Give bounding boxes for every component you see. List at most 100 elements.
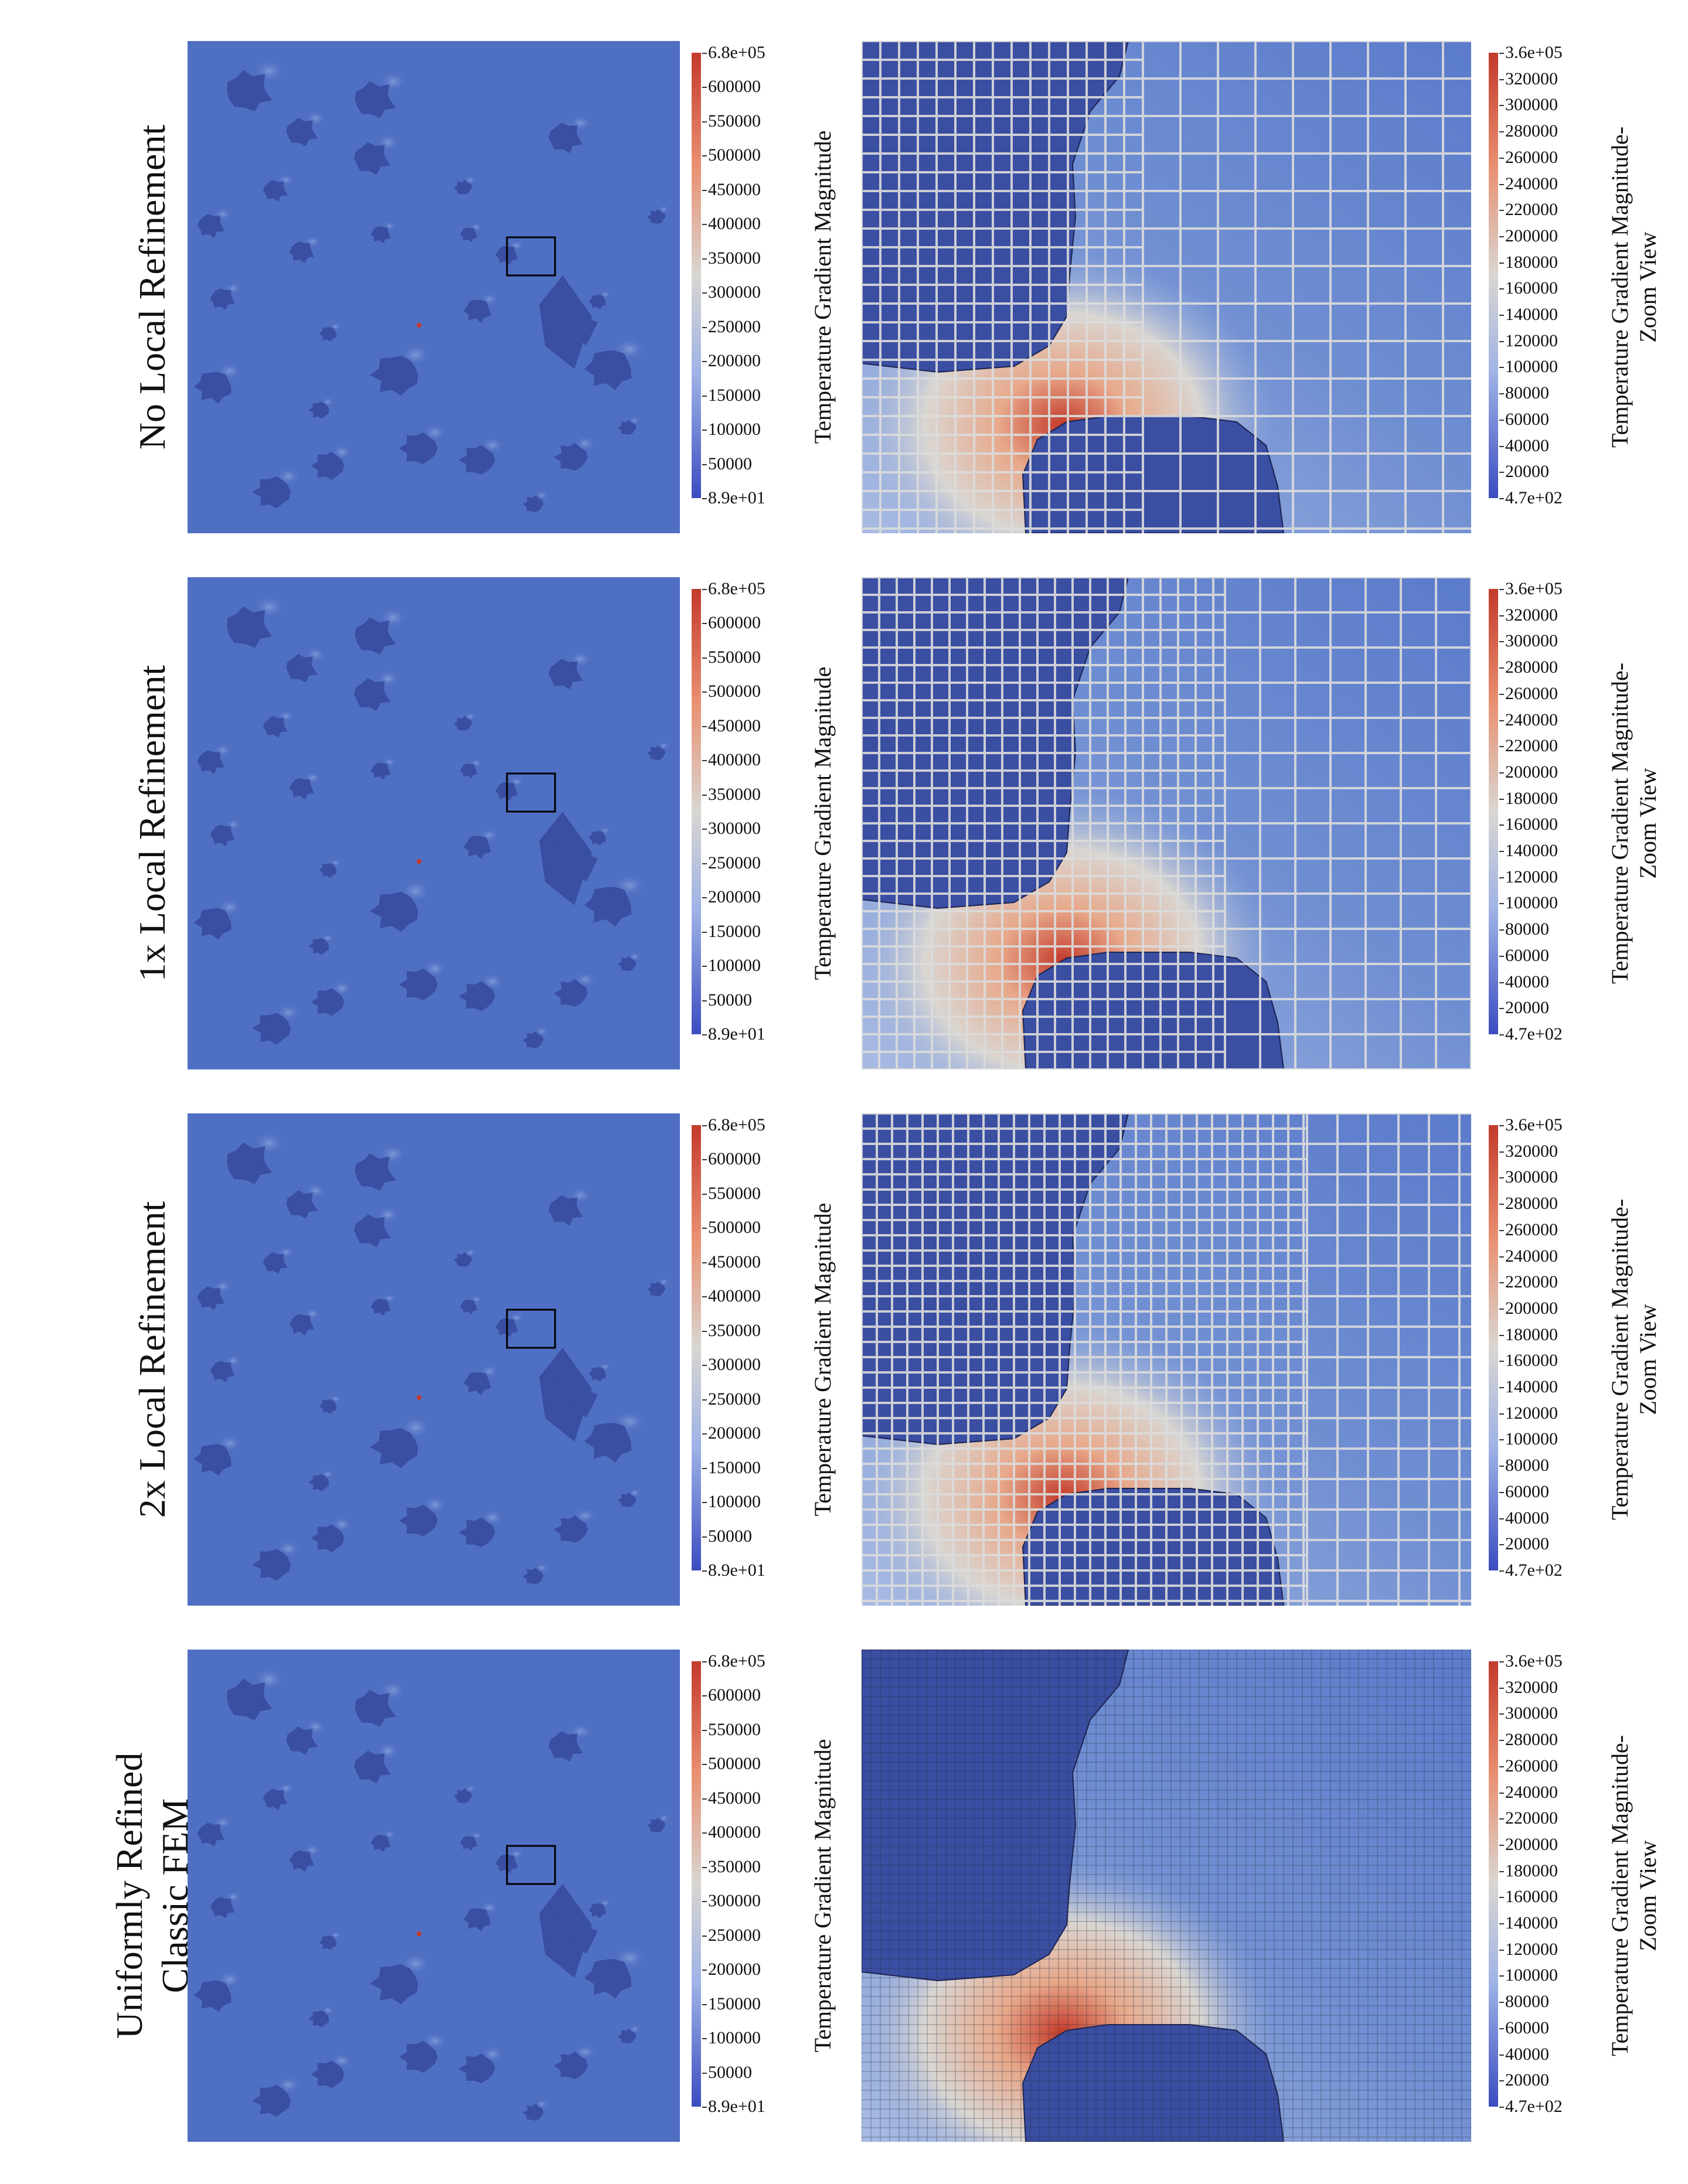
colorbar-tick-label: 80000 — [1499, 383, 1549, 403]
overview-colorbar — [692, 1661, 701, 2107]
colorbar-tick-label: 300000 — [702, 282, 761, 302]
row-label-text: 2x Local Refinement — [131, 1201, 173, 1518]
zoom-colorbar-title: Temperature Gradient Magnitude- Zoom Vie… — [1607, 1735, 1661, 2057]
colorbar-tick-label: 260000 — [1499, 147, 1558, 167]
colorbar-tick-label: 220000 — [1499, 1272, 1558, 1292]
colorbar-tick-label: 60000 — [1499, 2018, 1549, 2038]
colorbar-tick-label: 60000 — [1499, 409, 1549, 429]
colorbar-tick-label: 200000 — [1499, 226, 1558, 246]
colorbar-tick-label: 260000 — [1499, 1219, 1558, 1239]
colorbar-tick-label: 240000 — [1499, 173, 1558, 193]
colorbar-tick-label: 200000 — [702, 351, 761, 371]
colorbar-tick-label: 60000 — [1499, 1481, 1549, 1501]
colorbar-tick-label: 160000 — [1499, 1351, 1558, 1371]
colorbar-tick-label: 100000 — [702, 956, 761, 976]
colorbar-tick-label: 280000 — [1499, 657, 1558, 677]
colorbar-tick-label: 400000 — [702, 750, 761, 770]
zoom-colorbar-title: Temperature Gradient Magnitude- Zoom Vie… — [1607, 662, 1661, 984]
colorbar-tick-label: 180000 — [1499, 252, 1558, 272]
colorbar-tick-label: 20000 — [1499, 1534, 1549, 1554]
colorbar-tick-label: 500000 — [702, 145, 761, 165]
colorbar-tick-label: 120000 — [1499, 331, 1558, 350]
colorbar-tick-label: 240000 — [1499, 1246, 1558, 1266]
colorbar-tick-label: 300000 — [1499, 1703, 1558, 1723]
overview-colorbar — [692, 589, 701, 1034]
colorbar-tick-label: 200000 — [702, 887, 761, 907]
colorbar-tick-label: 550000 — [702, 647, 761, 667]
colorbar-tick-label: 240000 — [1499, 1782, 1558, 1802]
colorbar-tick-label: 550000 — [702, 111, 761, 131]
colorbar-tick-label: 40000 — [1499, 972, 1549, 992]
colorbar-tick-label: 140000 — [1499, 841, 1558, 861]
colorbar-tick-label: 550000 — [702, 1183, 761, 1203]
zoom-field-plot — [862, 1650, 1471, 2142]
colorbar-tick-label: 20000 — [1499, 462, 1549, 482]
colorbar-tick-label: 6.8e+05 — [702, 1651, 765, 1671]
colorbar-tick-label: 220000 — [1499, 200, 1558, 220]
colorbar-tick-label: 40000 — [1499, 1508, 1549, 1528]
colorbar-tick-label: 100000 — [702, 420, 761, 439]
colorbar-tick-label: 450000 — [702, 715, 761, 735]
overview-colorbar — [692, 1125, 701, 1570]
colorbar-tick-label: 200000 — [702, 1423, 761, 1443]
colorbar-tick-label: 150000 — [702, 1994, 761, 2013]
zoom-field-plot — [862, 1113, 1471, 1606]
colorbar-tick-label: 20000 — [1499, 2070, 1549, 2090]
colorbar-tick-label: 6.8e+05 — [702, 579, 765, 598]
colorbar-tick-label: 300000 — [702, 1355, 761, 1375]
colorbar-tick-label: 350000 — [702, 248, 761, 268]
colorbar-tick-label: 100000 — [1499, 893, 1558, 913]
zoom-region-box — [506, 1309, 556, 1349]
row-label-text: Uniformly Refined Classic FEM — [108, 1752, 196, 2039]
colorbar-tick-label: 140000 — [1499, 1913, 1558, 1933]
colorbar-tick-label: 400000 — [702, 214, 761, 234]
colorbar-tick-label: 500000 — [702, 682, 761, 701]
colorbar-tick-label: 3.6e+05 — [1499, 43, 1563, 62]
colorbar-tick-label: 20000 — [1499, 998, 1549, 1018]
colorbar-tick-label: 50000 — [702, 454, 752, 473]
overview-field-plot — [188, 1650, 680, 2142]
colorbar-tick-label: 400000 — [702, 1822, 761, 1842]
colorbar-tick-label: 220000 — [1499, 1808, 1558, 1828]
colorbar-tick-label: 300000 — [1499, 95, 1558, 115]
zoom-region-box — [506, 772, 556, 813]
colorbar-tick-label: 120000 — [1499, 1939, 1558, 1959]
zoom-colorbar — [1489, 1125, 1498, 1570]
colorbar-tick-label: 80000 — [1499, 1992, 1549, 2012]
colorbar-tick-label: 3.6e+05 — [1499, 579, 1563, 598]
colorbar-tick-label: 50000 — [702, 990, 752, 1010]
zoom-colorbar — [1489, 1661, 1498, 2107]
colorbar-tick-label: 3.6e+05 — [1499, 1115, 1563, 1134]
zoom-field-plot — [862, 41, 1471, 533]
colorbar-tick-label: 100000 — [702, 2028, 761, 2048]
colorbar-tick-label: 300000 — [1499, 631, 1558, 651]
zoom-region-box — [506, 1845, 556, 1885]
colorbar-tick-label: 600000 — [702, 1149, 761, 1169]
colorbar-tick-label: 320000 — [1499, 1677, 1558, 1697]
colorbar-tick-label: 6.8e+05 — [702, 1115, 765, 1134]
colorbar-tick-label: 500000 — [702, 1218, 761, 1238]
zoom-colorbar — [1489, 53, 1498, 498]
colorbar-tick-label: 140000 — [1499, 305, 1558, 325]
colorbar-tick-label: 450000 — [702, 179, 761, 199]
colorbar-tick-label: 600000 — [702, 613, 761, 633]
colorbar-tick-label: 140000 — [1499, 1377, 1558, 1397]
colorbar-tick-label: 3.6e+05 — [1499, 1651, 1563, 1671]
colorbar-tick-label: 260000 — [1499, 1756, 1558, 1776]
colorbar-tick-label: 100000 — [1499, 1965, 1558, 1985]
colorbar-tick-label: 350000 — [702, 1856, 761, 1876]
colorbar-tick-label: 320000 — [1499, 1141, 1558, 1161]
zoom-colorbar-title: Temperature Gradient Magnitude- Zoom Vie… — [1607, 126, 1661, 448]
colorbar-tick-label: 6.8e+05 — [702, 43, 765, 62]
zoom-colorbar-title: Temperature Gradient Magnitude- Zoom Vie… — [1607, 1198, 1661, 1521]
colorbar-tick-label: 500000 — [702, 1754, 761, 1774]
colorbar-tick-label: 350000 — [702, 1320, 761, 1340]
colorbar-tick-label: 320000 — [1499, 605, 1558, 625]
colorbar-tick-label: 4.7e+02 — [1499, 2097, 1563, 2116]
colorbar-tick-label: 250000 — [702, 1925, 761, 1945]
colorbar-tick-label: 160000 — [1499, 278, 1558, 298]
colorbar-tick-label: 8.9e+01 — [702, 2097, 765, 2116]
colorbar-tick-label: 80000 — [1499, 919, 1549, 939]
colorbar-tick-label: 40000 — [1499, 2044, 1549, 2064]
colorbar-tick-label: 250000 — [702, 316, 761, 336]
